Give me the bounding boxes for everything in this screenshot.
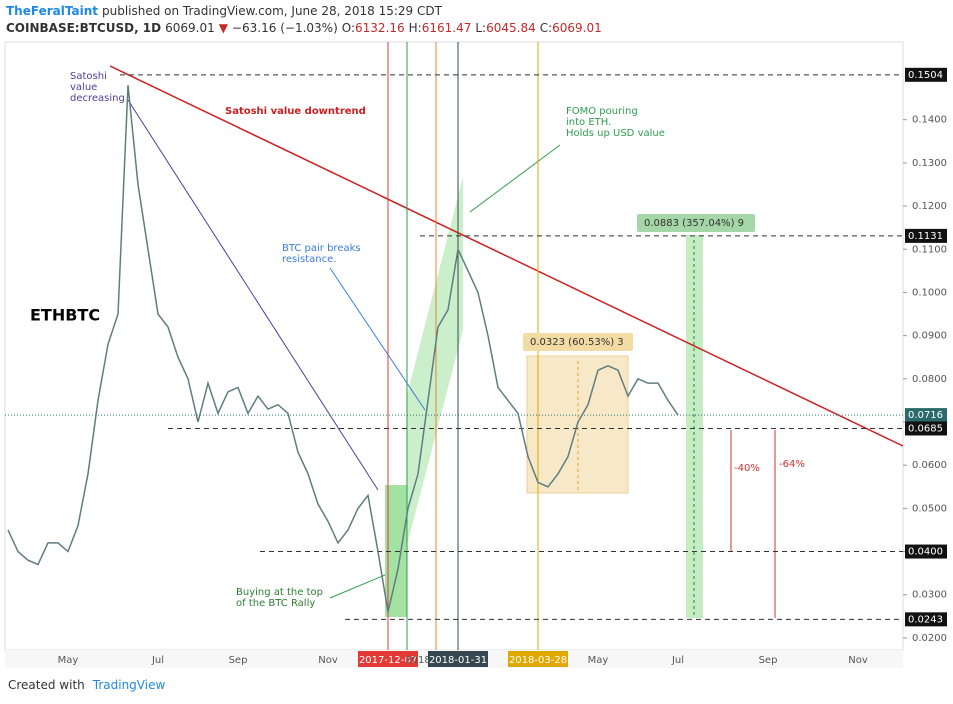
annotation: 0.0883 (357.04%) 9 bbox=[644, 218, 744, 229]
price-line bbox=[7, 85, 679, 613]
measure-label-box bbox=[523, 333, 633, 351]
ohlc-key: H: bbox=[408, 21, 422, 35]
level-label: 0.1504 bbox=[908, 70, 943, 81]
y-tick-label: 0.1300 bbox=[912, 158, 947, 169]
trendline bbox=[109, 65, 904, 447]
pointer-line bbox=[469, 144, 561, 213]
x-tick-label: May bbox=[588, 655, 609, 666]
ohlc-value: 6132.16 bbox=[355, 21, 405, 35]
annotation: Holds up USD value bbox=[566, 128, 665, 139]
arrow: ▼ bbox=[218, 21, 228, 35]
marker-box bbox=[508, 651, 568, 667]
published: published on TradingView.com, June 28, 2… bbox=[101, 4, 442, 18]
measure-label-box bbox=[637, 214, 755, 232]
y-tick-label: 0.1400 bbox=[912, 115, 947, 126]
y-tick-label: 0.1100 bbox=[912, 244, 947, 255]
annotation: Satoshi bbox=[70, 71, 107, 82]
level-label: 0.1131 bbox=[908, 231, 943, 242]
x-tick-label: 2018 bbox=[405, 655, 430, 666]
chart-title: ETHBTC bbox=[30, 306, 100, 325]
symbol-row: COINBASE:BTCUSD, 1D 6069.01 ▼ −63.16 (−1… bbox=[6, 20, 602, 37]
annotation: -64% bbox=[779, 459, 805, 470]
level-label: 0.0243 bbox=[908, 614, 943, 625]
x-tick-label: May bbox=[58, 655, 79, 666]
ohlc-key: L: bbox=[475, 21, 487, 35]
annotation: resistance. bbox=[282, 254, 336, 265]
annotation: value bbox=[70, 82, 97, 93]
level-box bbox=[905, 228, 947, 243]
ohlc-value: 6069.01 bbox=[552, 21, 602, 35]
x-tick-label: Nov bbox=[848, 655, 868, 666]
y-tick-label: 0.0900 bbox=[912, 331, 947, 342]
level-box bbox=[905, 67, 947, 82]
x-tick-label: 2018-03-28 bbox=[509, 655, 567, 666]
level-box bbox=[905, 612, 947, 627]
ohlc-key: C: bbox=[539, 21, 553, 35]
brand: TradingView bbox=[92, 678, 166, 692]
y-tick-label: 0.0200 bbox=[912, 633, 947, 644]
annotation: 0.0323 (60.53%) 3 bbox=[530, 337, 624, 348]
header: TheFeralTaint published on TradingView.c… bbox=[6, 3, 602, 37]
y-tick-label: 0.1200 bbox=[912, 201, 947, 212]
created: Created with bbox=[8, 678, 85, 692]
annotation: decreasing bbox=[70, 93, 125, 104]
y-tick-label: 0.1000 bbox=[912, 287, 947, 298]
ohlc-value: 6161.47 bbox=[421, 21, 472, 35]
annotation: into ETH. bbox=[566, 117, 611, 128]
symbol: COINBASE:BTCUSD, 1D bbox=[6, 21, 162, 35]
annotation: FOMO pouring bbox=[566, 106, 638, 117]
y-tick-label: 0.0600 bbox=[912, 460, 947, 471]
plot-area bbox=[4, 41, 904, 651]
x-tick-label: Jul bbox=[671, 655, 684, 666]
x-tick-label: Nov bbox=[318, 655, 338, 666]
y-tick-label: 0.0500 bbox=[912, 503, 947, 514]
price: 6069.01 bbox=[165, 21, 215, 35]
y-tick-label: 0.0800 bbox=[912, 374, 947, 385]
x-tick-label: 2018-01-31 bbox=[429, 655, 487, 666]
level-label: 0.0685 bbox=[908, 423, 943, 434]
x-tick-label: Sep bbox=[229, 655, 248, 666]
footer: Created with TradingView bbox=[8, 678, 165, 692]
level-box bbox=[905, 408, 947, 423]
annotation: Buying at the top bbox=[236, 587, 323, 598]
ohlc-value: 6045.84 bbox=[486, 21, 536, 35]
level-label: 0.0716 bbox=[908, 410, 943, 421]
green-box bbox=[385, 485, 407, 617]
ohlc-key: O: bbox=[341, 21, 356, 35]
pointer-line bbox=[329, 574, 386, 599]
publish-row: TheFeralTaint published on TradingView.c… bbox=[6, 3, 602, 20]
marker-box bbox=[358, 651, 418, 667]
pointer-line bbox=[329, 267, 426, 411]
annotation: -40% bbox=[734, 463, 760, 474]
level-box bbox=[905, 544, 947, 559]
level-label: 0.0400 bbox=[908, 547, 943, 558]
marker-box bbox=[428, 651, 488, 667]
change: −63.16 (−1.03%) bbox=[231, 21, 338, 35]
annotation: of the BTC Rally bbox=[236, 598, 315, 609]
pointer-line bbox=[127, 99, 379, 491]
annotation: Satoshi value downtrend bbox=[225, 106, 366, 117]
x-tick-label: Jul bbox=[151, 655, 164, 666]
x-tick-label: 2017-12-07 bbox=[359, 655, 417, 666]
x-tick-label: Sep bbox=[759, 655, 778, 666]
author: TheFeralTaint bbox=[6, 4, 98, 18]
y-tick-label: 0.0300 bbox=[912, 590, 947, 601]
annotation: BTC pair breaks bbox=[282, 243, 361, 254]
level-box bbox=[905, 421, 947, 436]
